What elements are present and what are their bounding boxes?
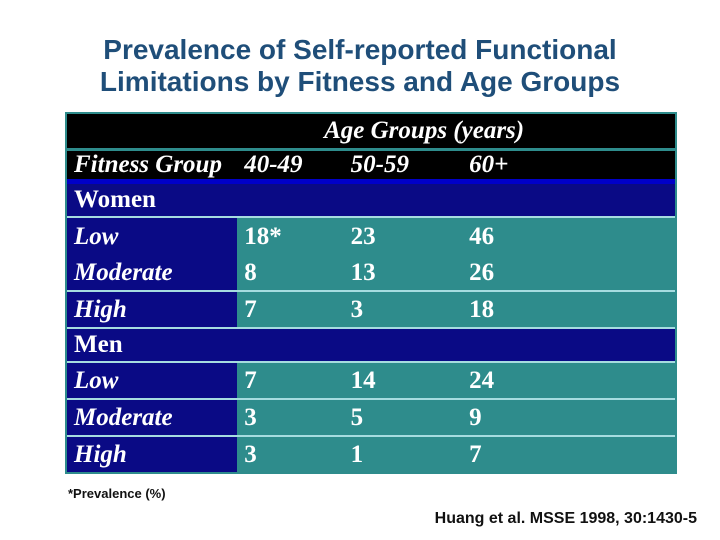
cell-value: 3 bbox=[237, 437, 344, 472]
age-groups-header-row: Age Groups (years) bbox=[67, 114, 675, 151]
cell-value: 18 bbox=[462, 292, 675, 327]
citation: Huang et al. MSSE 1998, 30:1430-5 bbox=[434, 510, 697, 527]
cell-value: 14 bbox=[343, 363, 463, 398]
age-groups-header-label: Age Groups (years) bbox=[324, 117, 525, 144]
cell-value: 5 bbox=[343, 400, 463, 435]
row-label: High bbox=[67, 437, 238, 472]
column-header-fitness-group: Fitness Group bbox=[74, 151, 222, 178]
prevalence-table: Age Groups (years) Fitness Group 40-49 5… bbox=[65, 112, 677, 474]
row-label: High bbox=[67, 292, 238, 327]
table-row-women-moderate: Moderate 8 13 26 bbox=[67, 255, 675, 292]
table-row-women-high: High 7 3 18 bbox=[67, 292, 675, 329]
title-line-2: Limitations by Fitness and Age Groups bbox=[99, 66, 621, 97]
column-header-60plus: 60+ bbox=[469, 151, 509, 178]
column-header-50-59: 50-59 bbox=[350, 151, 409, 178]
slide-title: Prevalence of Self-reported Functional L… bbox=[0, 34, 720, 98]
cell-value: 26 bbox=[462, 255, 675, 290]
cell-value: 7 bbox=[237, 363, 344, 398]
row-label: Moderate bbox=[67, 255, 238, 290]
footnote: *Prevalence (%) bbox=[68, 486, 166, 501]
cell-value: 24 bbox=[462, 363, 675, 398]
row-label: Low bbox=[67, 363, 238, 398]
cell-value: 7 bbox=[237, 292, 344, 327]
cell-value: 18* bbox=[237, 218, 344, 255]
title-line-1: Prevalence of Self-reported Functional bbox=[103, 34, 617, 65]
column-header-40-49: 40-49 bbox=[244, 151, 303, 178]
row-label: Moderate bbox=[67, 400, 238, 435]
table-row-men-low: Low 7 14 24 bbox=[67, 363, 675, 400]
table-row-men-high: High 3 1 7 bbox=[67, 437, 675, 472]
cell-value: 1 bbox=[343, 437, 463, 472]
cell-value: 3 bbox=[343, 292, 463, 327]
group-label-women: Women bbox=[74, 186, 156, 213]
group-row-men: Men bbox=[67, 329, 675, 363]
row-label: Low bbox=[67, 218, 238, 255]
table-row-women-low: Low 18* 23 46 bbox=[67, 218, 675, 255]
table-row-men-moderate: Moderate 3 5 9 bbox=[67, 400, 675, 437]
cell-value: 3 bbox=[237, 400, 344, 435]
cell-value: 23 bbox=[343, 218, 463, 255]
cell-value: 7 bbox=[462, 437, 675, 472]
group-row-women: Women bbox=[67, 184, 675, 218]
group-label-men: Men bbox=[74, 331, 123, 358]
cell-value: 46 bbox=[462, 218, 675, 255]
column-header-row: Fitness Group 40-49 50-59 60+ bbox=[67, 151, 675, 184]
cell-value: 13 bbox=[343, 255, 463, 290]
cell-value: 8 bbox=[237, 255, 344, 290]
cell-value: 9 bbox=[462, 400, 675, 435]
